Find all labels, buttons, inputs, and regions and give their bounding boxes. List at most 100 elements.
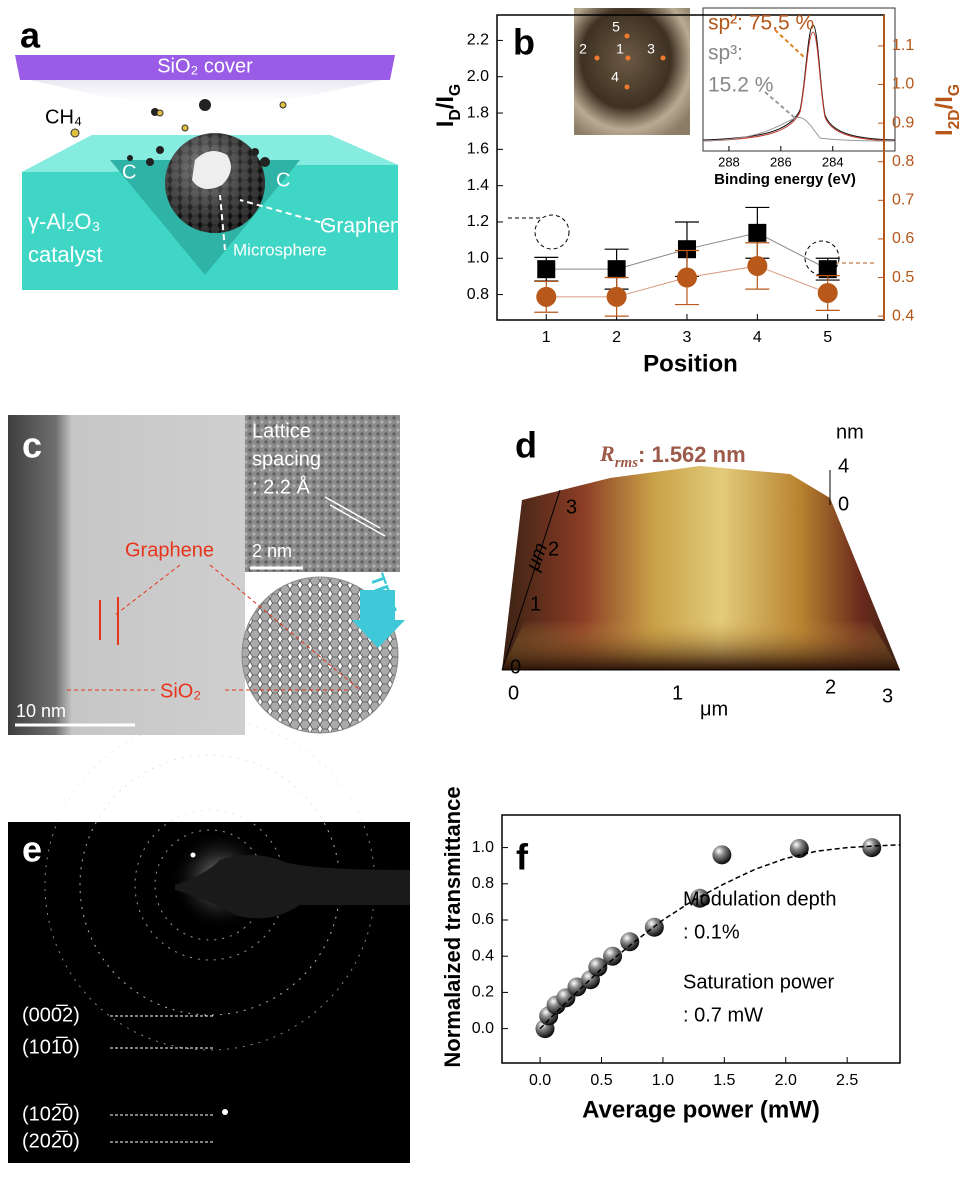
panel-e: e (000̅2) (101̅0) (102̅0) (202̅0) xyxy=(8,720,410,1163)
axis-title: I2D/IG xyxy=(931,84,962,136)
y2-tick-label: 0.8 xyxy=(892,153,914,170)
colorbar-tick: 0 xyxy=(838,493,849,515)
panel-label: e xyxy=(22,829,42,870)
photo-spot-label: 1 xyxy=(616,41,624,57)
scale-label: 10 nm xyxy=(16,701,66,721)
plane-label: (102̅0) xyxy=(22,1102,80,1125)
axis-title-part: I xyxy=(931,129,958,136)
y-tick-label: 1.0 xyxy=(467,249,489,266)
x-tick-label: 2 xyxy=(825,676,836,698)
plane-label: (101̅0) xyxy=(22,1035,80,1058)
lattice-label: spacing xyxy=(252,448,321,470)
x-tick-label: 2.0 xyxy=(775,1072,797,1089)
marker xyxy=(747,256,767,276)
y2-tick-label: 1.0 xyxy=(892,76,914,93)
y-tick-label: 1.2 xyxy=(467,213,489,230)
annotation: : 0.7 mW xyxy=(683,1004,763,1026)
x-tick-label: 1 xyxy=(542,329,551,346)
figure: SiO₂ cover a CH₄ C C γ-Al₂O₃ catalyst Gr… xyxy=(0,0,963,1199)
y2-tick-label: 0.6 xyxy=(892,230,914,247)
axis-title-part: /I xyxy=(931,96,958,109)
panel-label: b xyxy=(513,22,535,63)
cover-label: SiO₂ cover xyxy=(157,55,253,77)
oxide-label: SiO₂ xyxy=(160,680,201,702)
y-tick-label: 3 xyxy=(566,496,577,518)
scale-label: 2 nm xyxy=(252,541,292,561)
graphene-label: Graphene xyxy=(320,215,413,238)
photo-spot-label: 2 xyxy=(579,41,587,57)
axis-title-part: I xyxy=(432,121,459,128)
marker xyxy=(862,838,881,857)
x-tick-label: 3 xyxy=(882,685,893,707)
x-tick-label: 1 xyxy=(672,682,683,704)
roughness-symbol: R xyxy=(599,441,615,466)
marker xyxy=(608,260,626,278)
annotation: : 0.1% xyxy=(683,921,740,943)
x-tick-label: 2 xyxy=(612,329,621,346)
inset-tick-label: 284 xyxy=(822,154,844,169)
catalyst-label: γ-Al₂O₃ xyxy=(28,209,101,234)
sphere-label: Microsphere xyxy=(233,240,327,259)
axis-title-part: D xyxy=(447,109,464,120)
marker xyxy=(818,283,838,303)
x-tick-label: 1.0 xyxy=(652,1072,674,1089)
y-tick-label: 0.2 xyxy=(472,984,494,1001)
catalyst-label: catalyst xyxy=(28,242,103,267)
axis-title-part: G xyxy=(946,84,963,96)
axis-title-part: G xyxy=(447,84,464,96)
marker xyxy=(603,947,622,966)
y-tick-label: 1.0 xyxy=(472,839,494,856)
inset-annotation: 15.2 % xyxy=(708,74,773,97)
spot xyxy=(222,1109,228,1115)
photo-spot xyxy=(625,34,630,39)
x-tick-label: 0.5 xyxy=(590,1072,612,1089)
graphene-label: Graphene xyxy=(125,539,214,561)
y-tick-label: 1.4 xyxy=(467,177,489,194)
y2-tick-label: 1.1 xyxy=(892,37,914,54)
x-axis-title: Average power (mW) xyxy=(582,1096,820,1123)
photo-spot xyxy=(595,56,600,61)
panel-label: a xyxy=(20,15,41,56)
photo-spot-label: 5 xyxy=(612,19,620,35)
y2-tick-label: 0.5 xyxy=(892,269,914,286)
x-tick-label: 0.0 xyxy=(529,1072,551,1089)
axis-title: Normalaized transmittance xyxy=(440,786,465,1067)
marker xyxy=(607,287,627,307)
x-tick-label: 3 xyxy=(683,329,692,346)
inset-tick-label: 286 xyxy=(770,154,792,169)
x-tick-label: 5 xyxy=(823,329,832,346)
y-tick-label: 2.2 xyxy=(467,32,489,49)
y-tick-label: 0.4 xyxy=(472,947,494,964)
marker xyxy=(620,932,639,951)
x-axis-title: Position xyxy=(643,350,738,377)
photo-spot-label: 3 xyxy=(647,41,655,57)
roughness: Rrms: 1.562 nm xyxy=(599,441,746,471)
marker xyxy=(748,224,766,242)
afm-edge xyxy=(502,620,900,670)
y-tick-label: 0.8 xyxy=(467,286,489,303)
photo-inset xyxy=(574,8,690,135)
marker xyxy=(537,260,555,278)
axis-title-part: /I xyxy=(432,96,459,109)
carbon-label: C xyxy=(122,161,136,183)
y-tick-label: 1.8 xyxy=(467,104,489,121)
carbon-label: C xyxy=(276,169,290,191)
annotation: Saturation power xyxy=(683,971,835,993)
annotation: Modulation depth xyxy=(683,888,836,910)
panel-a: SiO₂ cover a CH₄ C C γ-Al₂O₃ catalyst Gr… xyxy=(15,15,413,290)
y-tick-label: 0.8 xyxy=(472,875,494,892)
photo-spot-label: 4 xyxy=(611,69,619,85)
y-tick-label: 2.0 xyxy=(467,68,489,85)
y-tick-label: 0.0 xyxy=(472,1020,494,1037)
photo-spot xyxy=(626,56,631,61)
gas-label: CH₄ xyxy=(45,106,82,128)
panel-b-insets xyxy=(505,8,895,275)
y-tick-label: 1.6 xyxy=(467,141,489,158)
plane-label: (202̅0) xyxy=(22,1129,80,1152)
marker xyxy=(712,845,731,864)
cover-shadow xyxy=(20,78,392,100)
colorbar-unit: nm xyxy=(836,421,864,443)
axis-title-part: 2D xyxy=(946,109,963,129)
tem-image xyxy=(8,415,245,735)
x-tick-label: 1.5 xyxy=(713,1072,735,1089)
